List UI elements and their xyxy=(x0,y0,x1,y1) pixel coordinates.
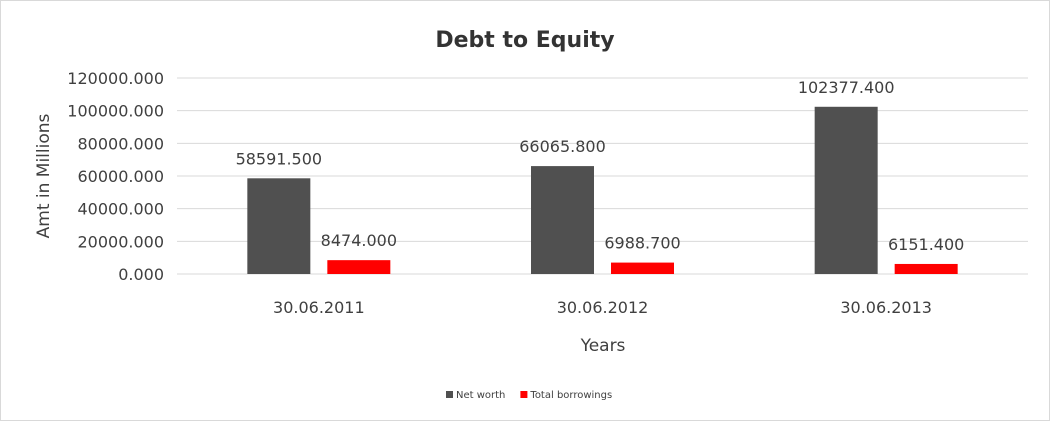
bar-total-borrowings xyxy=(611,262,674,274)
bar-total-borrowings xyxy=(894,263,958,274)
y-tick-label: 120000.000 xyxy=(67,69,164,88)
y-axis-label: Amt in Millions xyxy=(34,113,54,238)
data-label: 6988.700 xyxy=(604,234,680,253)
bar-net-worth xyxy=(531,166,594,274)
data-label: 6151.400 xyxy=(888,235,964,254)
bar-total-borrowings xyxy=(327,260,391,274)
x-tick-label: 30.06.2013 xyxy=(840,298,932,317)
bar-net-worth xyxy=(247,178,311,274)
y-tick-label: 80000.000 xyxy=(77,134,164,153)
legend-swatch xyxy=(446,391,453,398)
legend-label: Net worth xyxy=(456,390,505,401)
legend-swatch xyxy=(520,391,528,398)
y-tick-label: 60000.000 xyxy=(77,167,164,186)
data-label: 66065.800 xyxy=(519,137,606,156)
x-tick-label: 30.06.2011 xyxy=(273,298,365,317)
y-tick-label: 100000.000 xyxy=(67,102,164,121)
y-tick-label: 0.000 xyxy=(118,265,164,284)
legend-label: Total borrowings xyxy=(529,390,612,401)
x-axis-label: Years xyxy=(580,336,626,356)
x-tick-label: 30.06.2012 xyxy=(557,298,649,317)
data-label: 102377.400 xyxy=(798,78,895,97)
y-tick-label: 20000.000 xyxy=(77,232,164,251)
data-label: 58591.500 xyxy=(236,149,323,168)
chart-title: Debt to Equity xyxy=(435,28,614,53)
y-tick-label: 40000.000 xyxy=(77,200,164,219)
data-label: 8474.000 xyxy=(321,231,397,250)
bar-net-worth xyxy=(814,106,878,275)
